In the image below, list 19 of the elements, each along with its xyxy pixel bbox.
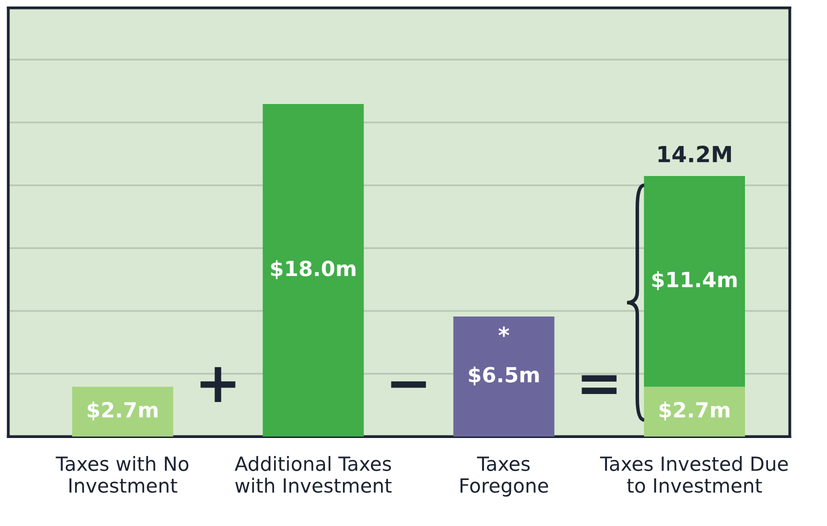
x-tick-label: Additional Taxes with Investment [234, 456, 392, 493]
data-label: $11.4m [652, 271, 737, 290]
total-label: 14.2M [658, 146, 731, 162]
bar [72, 386, 174, 437]
bar [262, 104, 364, 437]
bar [644, 386, 745, 437]
annotation: * [498, 326, 510, 337]
data-label: $6.5m [468, 366, 539, 386]
bar [644, 176, 745, 387]
annotation: − [391, 381, 426, 388]
annotation: = [582, 375, 617, 394]
data-label: $2.7m [88, 402, 158, 420]
x-tick-label: Taxes Foregone [460, 456, 548, 497]
x-tick-label: Taxes with No Investment [56, 456, 188, 493]
x-tick-label: Taxes Invested Due to Investment [600, 456, 788, 493]
annotation: + [200, 367, 236, 402]
bar [453, 316, 554, 437]
data-label: $18.0m [271, 260, 356, 280]
data-label: $2.7m [660, 402, 730, 420]
